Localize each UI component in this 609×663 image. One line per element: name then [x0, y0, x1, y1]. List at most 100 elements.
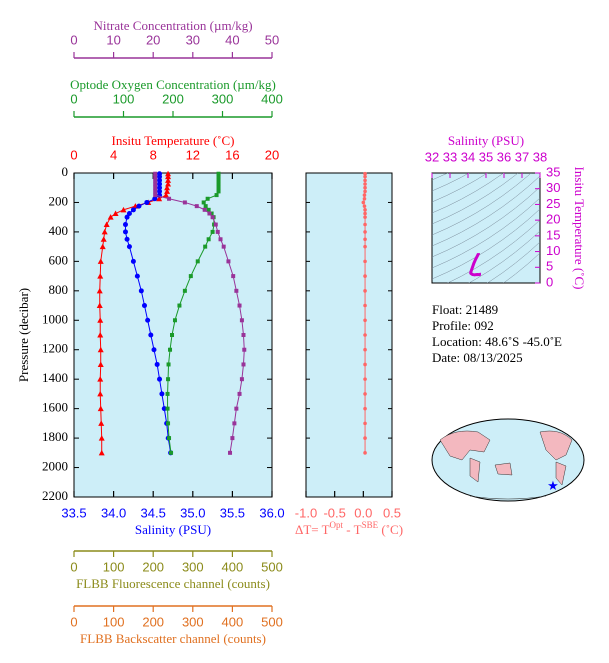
marker — [165, 391, 170, 396]
marker — [124, 214, 130, 220]
marker — [153, 174, 158, 179]
density-contour — [432, 173, 470, 192]
x-tick-label: 16 — [225, 147, 239, 162]
marker — [363, 222, 367, 227]
marker — [363, 347, 367, 352]
marker — [177, 303, 182, 308]
dt-label-part: (˚C) — [378, 522, 403, 537]
axis-title: FLBB Fluorescence channel (counts) — [76, 576, 270, 591]
marker — [157, 174, 163, 180]
x-tick-label: 34 — [461, 149, 475, 164]
density-contour — [432, 173, 519, 225]
marker — [96, 287, 103, 294]
marker — [157, 376, 163, 382]
density-contour — [486, 241, 540, 283]
marker — [363, 174, 367, 179]
marker — [167, 196, 172, 201]
density-contour — [447, 219, 540, 283]
marker — [138, 288, 144, 294]
marker — [96, 302, 103, 309]
marker — [363, 230, 367, 234]
ts-temperature-label: Insitu Temperature (˚C) — [572, 166, 587, 289]
axis-title: Insitu Temperature (˚C) — [111, 133, 234, 148]
marker — [195, 259, 200, 264]
marker — [216, 185, 221, 190]
y-tick-label: 1200 — [42, 341, 68, 356]
y-tick-label: 0 — [546, 274, 553, 289]
marker — [136, 203, 142, 209]
x-tick-label: 10 — [106, 32, 120, 47]
y-tick-label: 1600 — [42, 400, 68, 415]
x-tick-label: 400 — [261, 91, 283, 106]
density-contours — [432, 173, 540, 283]
axis-title: Optode Oxygen Concentration (µm/kg) — [70, 77, 276, 92]
marker — [363, 289, 367, 293]
marker — [141, 303, 147, 309]
marker — [216, 178, 221, 183]
density-contour — [432, 173, 488, 203]
x-tick-label: 33 — [443, 149, 457, 164]
y-tick-label: 1000 — [42, 311, 68, 326]
marker — [234, 288, 239, 293]
marker — [126, 211, 132, 216]
density-contour — [503, 252, 540, 283]
marker — [231, 274, 236, 279]
marker — [362, 204, 367, 208]
marker — [363, 208, 367, 212]
x-tick-label: 200 — [142, 614, 164, 629]
marker — [207, 211, 212, 216]
marker — [165, 406, 170, 411]
marker — [103, 221, 110, 228]
x-tick-label: 300 — [182, 614, 204, 629]
marker — [157, 188, 163, 194]
marker — [156, 195, 163, 202]
y-tick-label: 400 — [49, 223, 69, 238]
marker — [169, 450, 174, 455]
marker — [154, 361, 160, 367]
marker — [363, 377, 367, 381]
marker — [241, 362, 246, 367]
marker — [165, 177, 172, 183]
x-tick-label: 37 — [515, 149, 529, 164]
marker — [230, 436, 235, 441]
marker — [97, 390, 104, 397]
marker — [239, 318, 244, 323]
x-tick-label: 200 — [142, 559, 164, 574]
marker — [157, 185, 163, 191]
marker — [363, 406, 367, 411]
map-star: ★ — [547, 478, 559, 493]
x-tick-label: 0.0 — [354, 505, 372, 520]
x-tick-label: 33.5 — [61, 505, 86, 520]
x-tick-label: 20 — [146, 32, 160, 47]
density-contour — [432, 197, 540, 269]
marker — [363, 274, 367, 278]
marker — [97, 317, 104, 323]
marker — [165, 181, 172, 187]
x-tick-label: 0 — [70, 32, 77, 47]
marker — [130, 258, 136, 264]
marker — [362, 196, 367, 201]
marker — [134, 273, 140, 279]
marker — [363, 421, 367, 426]
marker — [216, 189, 221, 194]
x-tick-label: 36 — [497, 149, 511, 164]
marker — [210, 215, 215, 220]
marker — [363, 189, 367, 194]
density-contour — [432, 173, 504, 214]
dt-label-sup: Opt — [330, 520, 344, 530]
marker — [161, 406, 167, 412]
marker — [153, 182, 158, 187]
world-map: ★ — [431, 418, 585, 502]
marker — [363, 451, 367, 455]
marker — [97, 346, 104, 353]
marker — [130, 207, 136, 213]
marker — [363, 259, 367, 264]
dt-plot-area — [305, 172, 393, 498]
marker — [153, 189, 158, 194]
marker — [203, 244, 208, 249]
marker — [166, 362, 171, 367]
marker — [363, 182, 367, 186]
marker — [126, 244, 132, 250]
info-location: Location: 48.6˚S -45.0˚E — [432, 334, 562, 349]
